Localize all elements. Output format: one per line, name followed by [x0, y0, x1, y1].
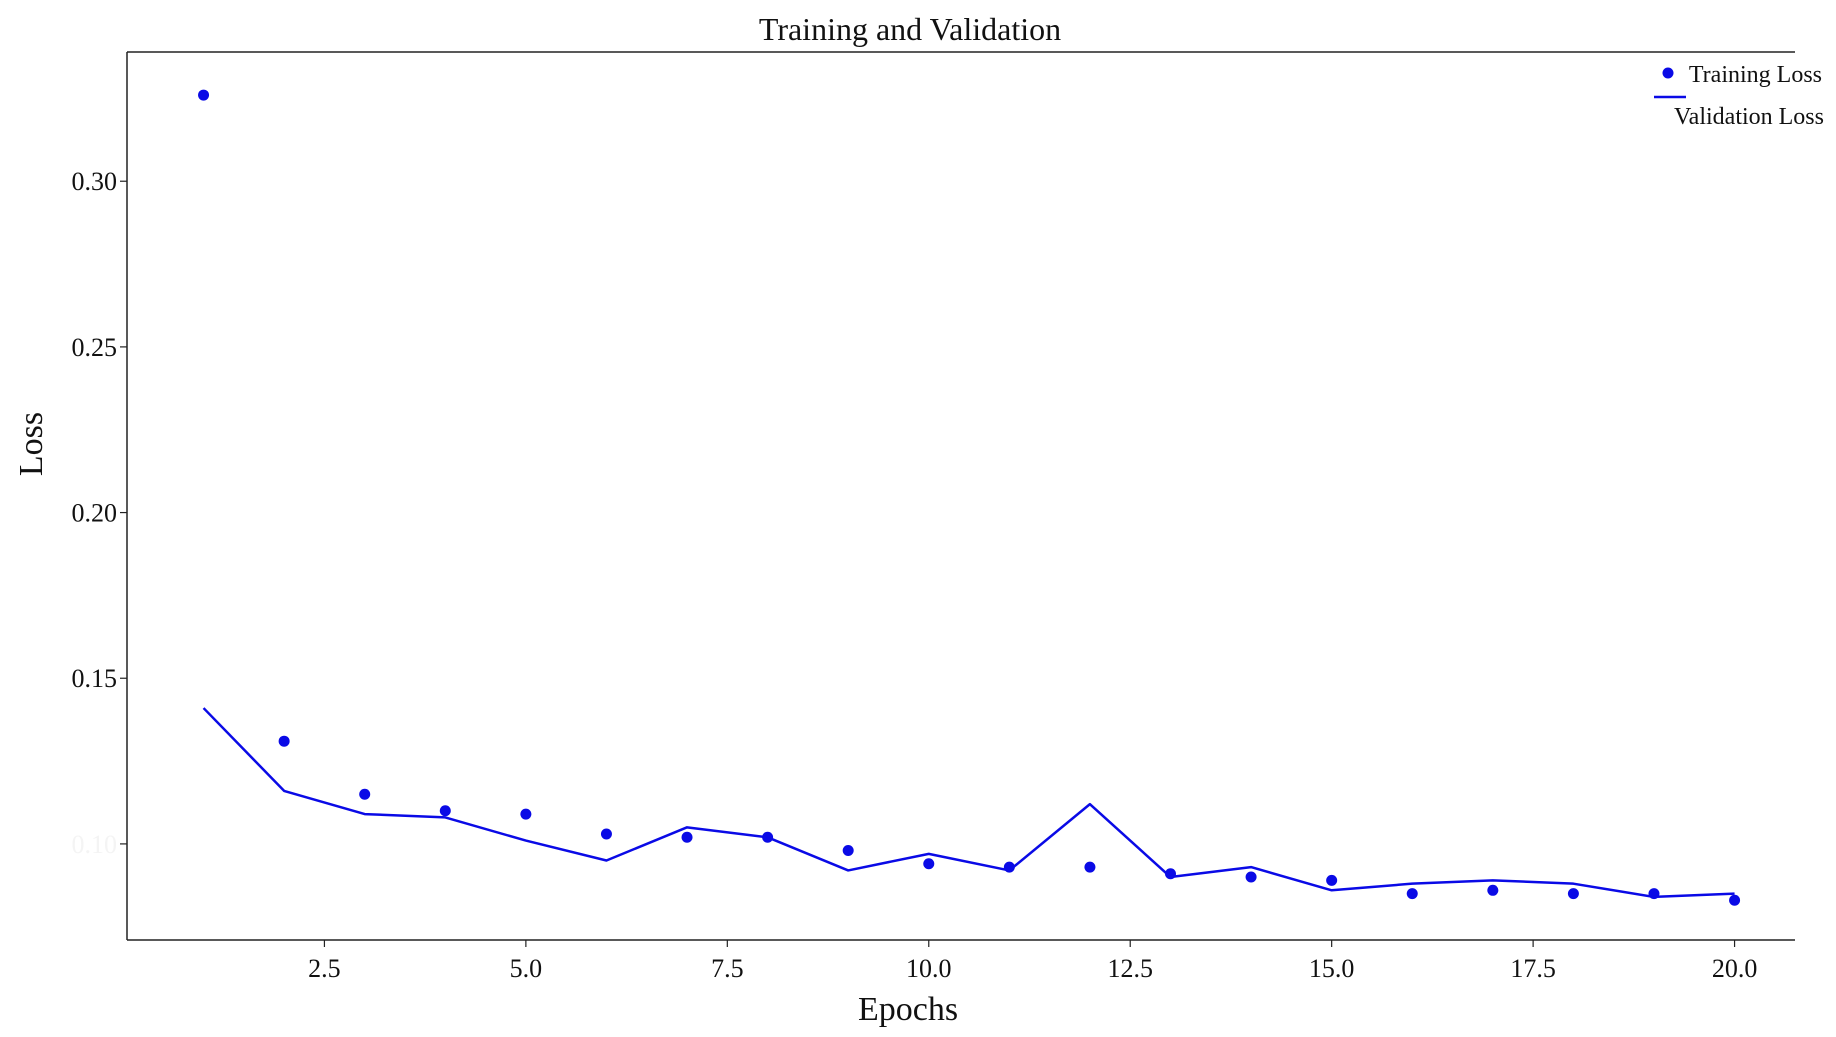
chart-title: Training and Validation: [759, 11, 1061, 47]
y-axis-ticks: 0.10 0.15 0.20 0.25 0.30: [72, 167, 127, 859]
x-tick-label: 20.0: [1712, 954, 1758, 983]
training-loss-point: [359, 788, 371, 800]
x-tick-label: 17.5: [1510, 954, 1556, 983]
y-tick-label: 0.15: [72, 664, 118, 693]
training-loss-point: [520, 808, 532, 820]
training-loss-point: [681, 831, 693, 843]
validation-loss-line: [202, 707, 1735, 899]
training-loss-point: [923, 858, 935, 870]
x-axis-title: Epochs: [858, 991, 958, 1028]
training-loss-point: [1326, 874, 1338, 886]
x-tick-label: 5.0: [510, 954, 543, 983]
y-axis-title: Loss: [13, 412, 50, 476]
legend-marker-training: [1662, 67, 1674, 79]
x-tick-label: 10.0: [906, 954, 952, 983]
training-loss-point: [1567, 888, 1579, 900]
y-tick-label: 0.10: [72, 830, 118, 859]
training-loss-point: [278, 735, 290, 747]
training-loss-point: [1487, 884, 1499, 896]
x-tick-label: 2.5: [308, 954, 341, 983]
y-tick-label: 0.25: [72, 333, 118, 362]
legend-label-validation: Validation Loss: [1674, 104, 1824, 130]
x-axis-ticks: 2.5 5.0 7.5 10.0 12.5 15.0 17.5 20.0: [308, 940, 1757, 983]
x-tick-label: 7.5: [711, 954, 744, 983]
plot-series: [198, 89, 1741, 906]
x-tick-label: 15.0: [1309, 954, 1355, 983]
x-tick-label: 12.5: [1107, 954, 1153, 983]
y-tick-label: 0.20: [72, 499, 118, 528]
axes: [126, 51, 1795, 941]
training-loss-point: [1245, 871, 1257, 883]
training-loss-point: [1406, 888, 1418, 900]
training-loss-point: [439, 805, 451, 817]
y-tick-label: 0.30: [72, 167, 118, 196]
training-loss-point: [842, 845, 854, 857]
legend-label-training: Training Loss: [1689, 62, 1822, 88]
training-loss-point: [600, 828, 612, 840]
training-loss-point: [198, 89, 210, 101]
training-loss-point: [1729, 894, 1741, 906]
training-loss-point: [1084, 861, 1096, 873]
legend: Training Loss Validation Loss: [1654, 62, 1824, 130]
